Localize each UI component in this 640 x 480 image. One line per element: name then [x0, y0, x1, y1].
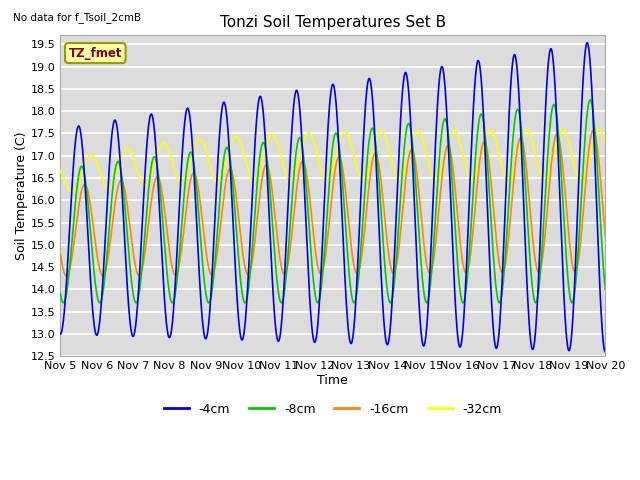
- Text: No data for f_Tsoil_2cmB: No data for f_Tsoil_2cmB: [13, 12, 141, 23]
- Legend: -4cm, -8cm, -16cm, -32cm: -4cm, -8cm, -16cm, -32cm: [159, 398, 507, 420]
- X-axis label: Time: Time: [317, 374, 348, 387]
- Title: Tonzi Soil Temperatures Set B: Tonzi Soil Temperatures Set B: [220, 15, 446, 30]
- Y-axis label: Soil Temperature (C): Soil Temperature (C): [15, 132, 28, 260]
- Text: TZ_fmet: TZ_fmet: [68, 47, 122, 60]
